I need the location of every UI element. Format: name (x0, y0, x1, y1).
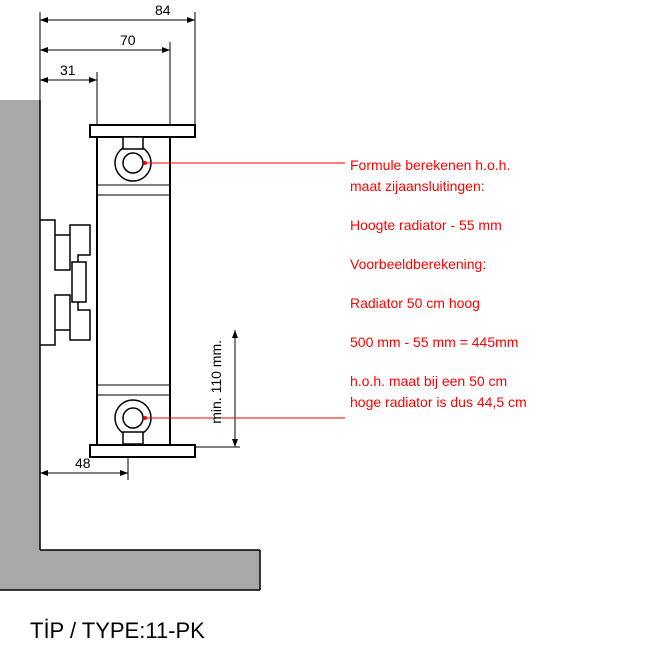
anno-line4: Voorbeeldberekening: (350, 254, 527, 275)
anno-line3: Hoogte radiator - 55 mm (350, 215, 527, 236)
diagram-svg (0, 0, 650, 650)
type-label: TİP / TYPE:11-PK (30, 618, 205, 644)
anno-line5: Radiator 50 cm hoog (350, 293, 527, 314)
anno-line6: 500 mm - 55 mm = 445mm (350, 332, 527, 353)
dim-48: 48 (75, 455, 91, 471)
anno-line7: h.o.h. maat bij een 50 cm (350, 371, 527, 392)
annotation-block: Formule berekenen h.o.h. maat zijaanslui… (350, 155, 527, 413)
dim-vertical: min. 110 mm. (208, 340, 224, 424)
dim-31: 31 (60, 62, 76, 78)
wall-bracket (40, 220, 90, 345)
dim-70: 70 (120, 32, 136, 48)
anno-line8: hoge radiator is dus 44,5 cm (350, 392, 527, 413)
dim-84: 84 (155, 2, 171, 18)
anno-line1: Formule berekenen h.o.h. (350, 155, 527, 176)
anno-line2: maat zijaansluitingen: (350, 176, 527, 197)
